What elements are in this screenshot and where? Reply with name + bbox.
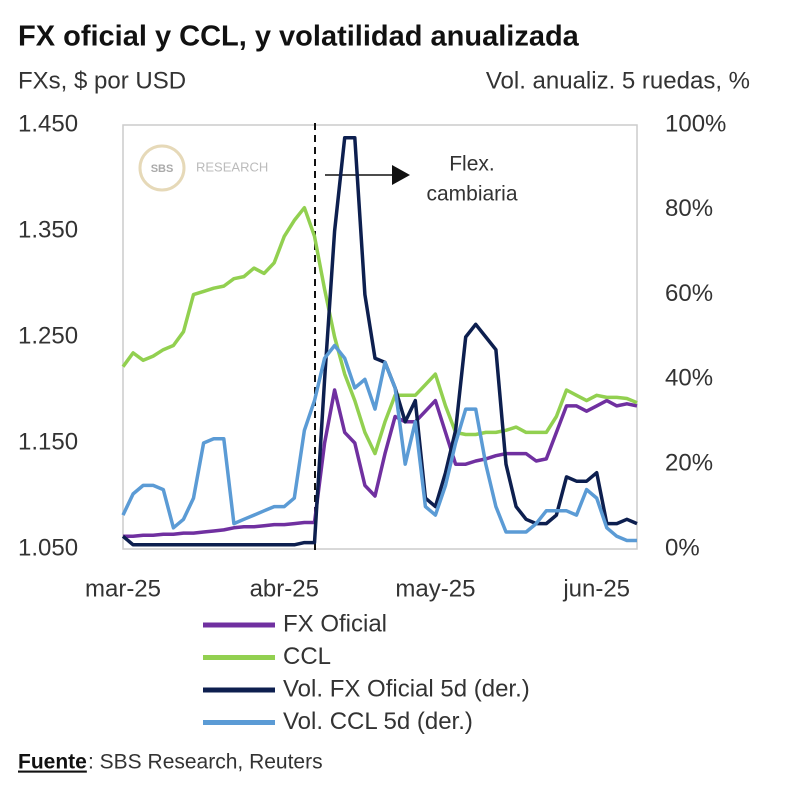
y2-tick-label: 40% <box>665 365 713 392</box>
y-tick-label: 1.050 <box>18 534 78 561</box>
y2-tick-label: 60% <box>665 280 713 307</box>
y2-tick-label: 100% <box>665 110 726 137</box>
arrow-head <box>392 165 410 185</box>
annotation: cambiaria <box>426 183 517 206</box>
legend-label: CCL <box>283 643 331 670</box>
legend-label: FX Oficial <box>283 610 387 637</box>
y-tick-label: 1.350 <box>18 216 78 243</box>
x-tick-label: mar-25 <box>85 575 161 602</box>
series-line <box>121 343 637 543</box>
x-tick-label: may-25 <box>395 575 475 602</box>
legend-label: Vol. CCL 5d (der.) <box>283 708 473 735</box>
legend-label: Vol. FX Oficial 5d (der.) <box>283 675 530 702</box>
y2-tick-label: 20% <box>665 450 713 477</box>
logo-text: RESEARCH <box>196 159 268 174</box>
source-text: : SBS Research, Reuters <box>88 751 323 774</box>
series-line <box>123 388 638 539</box>
logo: SBS RESEARCH <box>138 144 268 192</box>
y-tick-label: 1.250 <box>18 322 78 349</box>
plot-frame <box>122 124 638 550</box>
series-line <box>121 135 638 547</box>
y-tick-label: 1.150 <box>18 428 78 455</box>
y2-tick-label: 0% <box>665 534 700 561</box>
y2-axis-label: Vol. anualiz. 5 ruedas, % <box>486 67 750 94</box>
logo-ring <box>138 144 186 192</box>
x-tick-label: abr-25 <box>250 575 319 602</box>
y2-tick-label: 80% <box>665 195 713 222</box>
y-tick-label: 1.450 <box>18 110 78 137</box>
series-line <box>121 205 638 456</box>
x-tick-label: jun-25 <box>562 575 630 602</box>
source-label: Fuente <box>18 751 87 774</box>
annotation: Flex. <box>449 153 495 176</box>
y-axis-label: FXs, $ por USD <box>18 67 186 94</box>
logo-mark: SBS <box>151 163 174 175</box>
chart-title: FX oficial y CCL, y volatilidad anualiza… <box>18 21 580 53</box>
